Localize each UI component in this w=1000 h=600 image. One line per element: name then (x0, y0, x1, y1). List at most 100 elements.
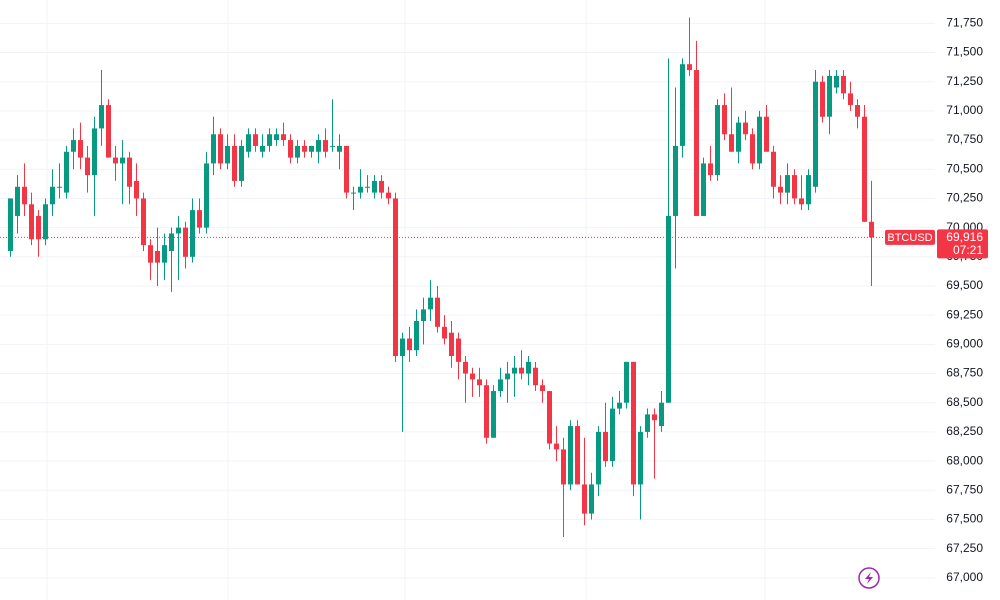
y-tick-label: 67,000 (946, 570, 983, 584)
last-price-label: 69,916 (946, 230, 983, 244)
candle-body (421, 309, 426, 322)
candle-body (190, 210, 195, 257)
y-tick-label: 71,000 (946, 103, 983, 117)
candle-body (792, 175, 797, 199)
candle-body (540, 385, 545, 392)
y-tick-label: 69,500 (946, 278, 983, 292)
candle-body (85, 157, 90, 176)
candle-body (764, 116, 769, 152)
candle-body (505, 373, 510, 380)
candle-body (631, 361, 636, 485)
candle-body (771, 151, 776, 187)
candle-body (169, 233, 174, 251)
candle-body (526, 361, 531, 374)
candle-body (239, 145, 244, 181)
candle-body (484, 385, 489, 438)
candle-body (568, 426, 573, 485)
y-tick-label: 70,500 (946, 161, 983, 175)
candle-body (827, 75, 832, 117)
candle-body (589, 484, 594, 514)
candle-body (323, 140, 328, 152)
candle-body (57, 186, 62, 188)
candle-body (708, 163, 713, 176)
candle-body (281, 134, 286, 141)
y-tick-label: 68,250 (946, 424, 983, 438)
y-tick-label: 67,500 (946, 512, 983, 526)
candle-body (232, 145, 237, 181)
y-tick-label: 68,750 (946, 366, 983, 380)
y-tick-label: 71,500 (946, 45, 983, 59)
candle-body (92, 128, 97, 176)
candle-body (386, 192, 391, 199)
candle-body (204, 163, 209, 228)
symbol-label: BTCUSD (887, 232, 932, 244)
candle-body (855, 105, 860, 117)
candle-body (750, 134, 755, 164)
candle-body (596, 431, 601, 485)
candle-body (715, 105, 720, 176)
candle-body (148, 245, 153, 263)
candle-body (848, 93, 853, 106)
candle-body (393, 198, 398, 357)
candle-body (302, 145, 307, 152)
y-tick-label: 69,000 (946, 337, 983, 351)
candle-body (372, 180, 377, 193)
candle-body (757, 116, 762, 164)
candle-body (106, 105, 111, 158)
candle-body (673, 145, 678, 216)
candle-body (365, 186, 370, 188)
candle-body (288, 140, 293, 158)
candle-body (519, 367, 524, 374)
candle-body (414, 321, 419, 351)
candle-body (316, 140, 321, 152)
candle-body (624, 361, 629, 403)
candle-body (309, 145, 314, 152)
candle-body (267, 134, 272, 146)
candle-body (610, 408, 615, 462)
candle-body (449, 332, 454, 357)
candle-body (71, 140, 76, 152)
candle-body (806, 175, 811, 205)
candle-body (141, 198, 146, 246)
candle-body (547, 391, 552, 444)
candle-body (477, 379, 482, 386)
candle-body (162, 245, 167, 263)
countdown-label: 07:21 (953, 243, 983, 257)
price-axis-bg (935, 0, 1000, 600)
candle-body (470, 373, 475, 380)
candle-body (666, 215, 671, 403)
time-grid (46, 0, 766, 600)
candle-body (722, 105, 727, 135)
candle-body (155, 250, 160, 263)
candle-body (617, 402, 622, 409)
candle-body (582, 484, 587, 514)
candle-body (183, 227, 188, 257)
candle-body (603, 431, 608, 462)
candle-body (491, 391, 496, 438)
candle-body (351, 192, 356, 194)
candle-body (120, 157, 125, 164)
candle-body (743, 122, 748, 135)
candle-body (36, 215, 41, 240)
candle-body (638, 431, 643, 485)
candle-body (211, 134, 216, 164)
assistant-icon[interactable] (858, 567, 880, 589)
candle-body (337, 145, 342, 152)
candle-body (428, 297, 433, 310)
candle-body (701, 163, 706, 216)
candle-body (834, 75, 839, 88)
y-tick-label: 70,250 (946, 191, 983, 205)
candle-body (64, 151, 69, 193)
y-tick-label: 67,750 (946, 482, 983, 496)
candle-body (50, 186, 55, 205)
candle-body (134, 180, 139, 199)
candle-body (442, 326, 447, 339)
y-tick-label: 69,250 (946, 307, 983, 321)
candle-body (694, 70, 699, 216)
y-tick-label: 70,750 (946, 132, 983, 146)
candle-body (78, 140, 83, 158)
candle-body (659, 402, 664, 427)
